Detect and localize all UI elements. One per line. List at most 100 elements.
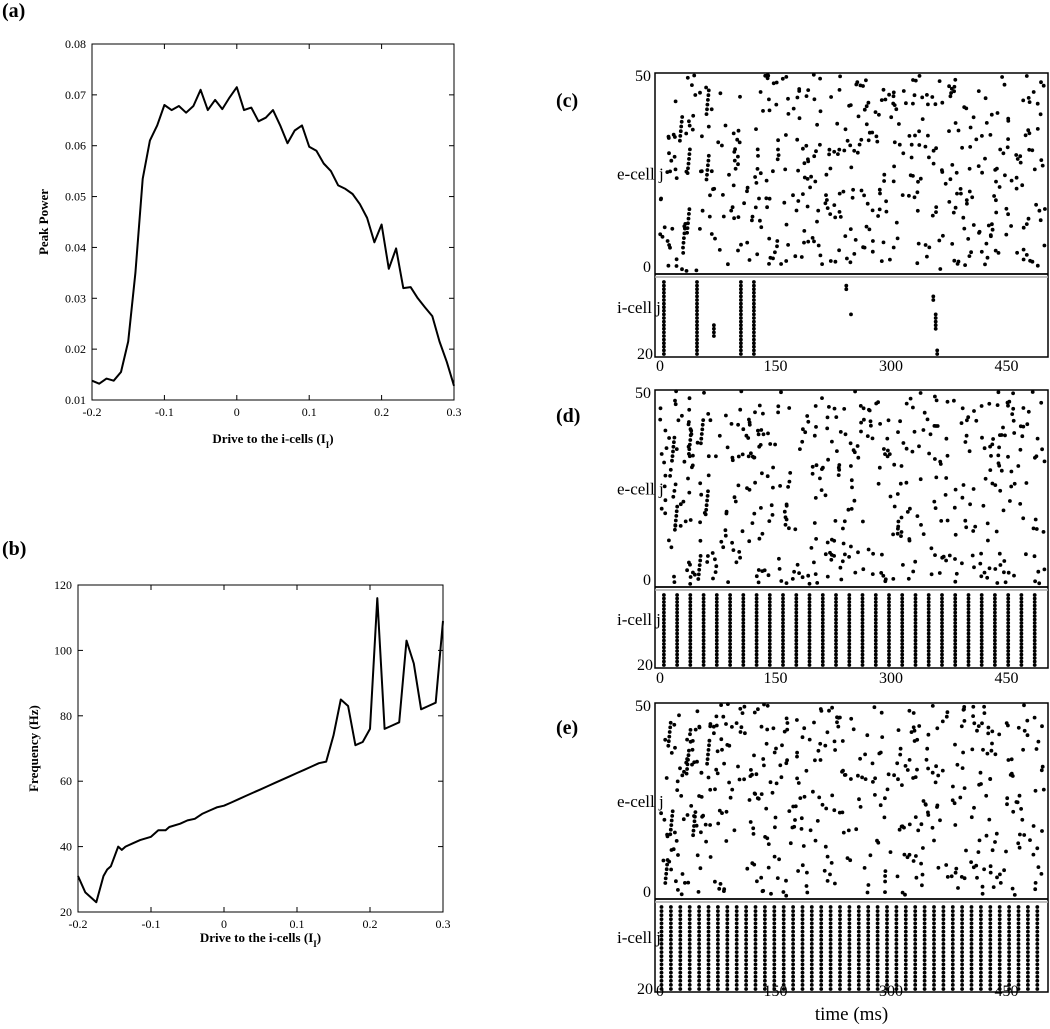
e-spike (810, 471, 815, 476)
e-spike (981, 747, 985, 752)
e-spike (952, 801, 957, 806)
i-spike (1032, 642, 1037, 646)
e-spike (985, 521, 990, 526)
i-spike (781, 645, 785, 650)
i-spike (716, 950, 720, 954)
e-spike (947, 129, 951, 134)
e-spike (796, 781, 801, 785)
e-spike (979, 574, 984, 579)
e-spike (962, 705, 967, 709)
raster-frame-c (654, 72, 1049, 358)
e-spike (947, 84, 951, 89)
e-spike (895, 492, 900, 496)
i-spike (894, 987, 899, 991)
i-spike (926, 645, 931, 650)
e-spike (739, 242, 743, 247)
e-spike (869, 423, 873, 428)
i-spike (688, 635, 693, 639)
i-spike (979, 946, 983, 950)
i-spike (701, 596, 706, 601)
i-spike (662, 645, 666, 650)
i-spike (932, 946, 936, 950)
e-spike (959, 191, 963, 196)
e-spike (850, 485, 854, 490)
i-spike (695, 348, 699, 353)
e-spike (976, 164, 981, 169)
i-spike (714, 631, 719, 636)
i-spike (669, 913, 673, 918)
i-spike (875, 917, 880, 922)
e-spike (703, 822, 708, 827)
i-spike (752, 283, 756, 288)
e-spike (997, 551, 1002, 556)
e-spike (679, 119, 684, 124)
i-spike (969, 974, 974, 979)
i-spike (847, 607, 852, 611)
e-spike (681, 245, 685, 250)
e-spike (756, 428, 760, 433)
i-spike (809, 921, 814, 926)
raster-x-tick-label: 0 (656, 670, 664, 687)
i-spike (819, 937, 824, 942)
i-spike (913, 659, 918, 664)
i-spike (675, 659, 679, 664)
e-spike (892, 164, 896, 169)
i-spike (1035, 925, 1040, 930)
e-spike (950, 163, 955, 167)
i-cell-label-e: i-cell j (617, 928, 661, 947)
i-spike (772, 954, 777, 959)
e-spike (754, 127, 758, 131)
i-spike (1016, 970, 1021, 975)
i-spike (754, 659, 759, 664)
e-spike (909, 155, 914, 160)
i-spike (701, 638, 706, 643)
i-spike (662, 610, 666, 615)
i-spike (809, 958, 814, 963)
i-spike (993, 652, 997, 657)
e-spike (732, 158, 737, 163)
e-spike (958, 795, 963, 800)
i-spike (900, 649, 905, 653)
i-spike (873, 649, 878, 653)
e-spike (859, 429, 863, 434)
e-spike (688, 575, 693, 579)
e-spike (686, 166, 690, 171)
e-spike (796, 168, 800, 173)
e-spike (688, 518, 693, 522)
e-spike (713, 879, 717, 884)
i-spike (794, 603, 799, 608)
e-spike (676, 888, 680, 892)
e-spike (833, 881, 837, 886)
e-spike (746, 436, 751, 440)
i-spike (763, 929, 767, 934)
i-spike (728, 600, 732, 604)
i-spike (950, 933, 955, 938)
i-spike (887, 603, 891, 608)
i-spike (1032, 621, 1037, 625)
i-spike (772, 962, 777, 967)
i-spike (900, 603, 905, 608)
e-spike (899, 530, 904, 534)
e-spike (959, 421, 964, 425)
i-spike (767, 607, 772, 611)
e-spike (903, 892, 907, 897)
e-spike (779, 775, 784, 780)
e-spike (1041, 787, 1046, 792)
i-spike (988, 946, 993, 950)
i-spike (807, 631, 812, 636)
e-spike (1009, 224, 1013, 228)
i-spike (678, 954, 683, 959)
panel-label-c: (c) (556, 90, 579, 112)
i-spike (739, 287, 743, 292)
i-spike (828, 974, 833, 979)
i-spike (678, 937, 683, 942)
e-spike (667, 538, 671, 543)
e-spike (944, 436, 949, 441)
i-spike (781, 621, 785, 625)
i-spike (1026, 970, 1030, 975)
i-spike (781, 638, 785, 643)
i-spike (1035, 962, 1040, 967)
e-spike (731, 548, 736, 552)
i-spike (866, 978, 871, 983)
